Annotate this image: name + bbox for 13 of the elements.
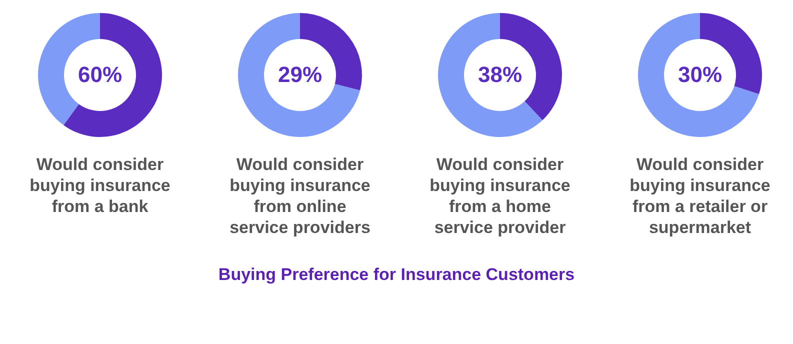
text: Would consider buying insurance from online service providers (230, 155, 370, 237)
data-label: 38% (478, 62, 522, 87)
text: Would consider buying insurance from a bank (30, 155, 170, 216)
data-label: 29% (278, 62, 322, 87)
text: Would consider buying insurance from a retailer or supermarket (630, 155, 770, 237)
donut-slice (438, 13, 542, 137)
text: Would consider buying insurance from a home service provider (430, 155, 570, 237)
text: Buying Preference for Insurance Customers (218, 265, 575, 284)
donut-slice (64, 13, 162, 137)
data-label: 60% (78, 62, 122, 87)
donut-slice (638, 13, 759, 137)
data-label: 30% (678, 62, 722, 87)
donut-slice (238, 13, 360, 137)
